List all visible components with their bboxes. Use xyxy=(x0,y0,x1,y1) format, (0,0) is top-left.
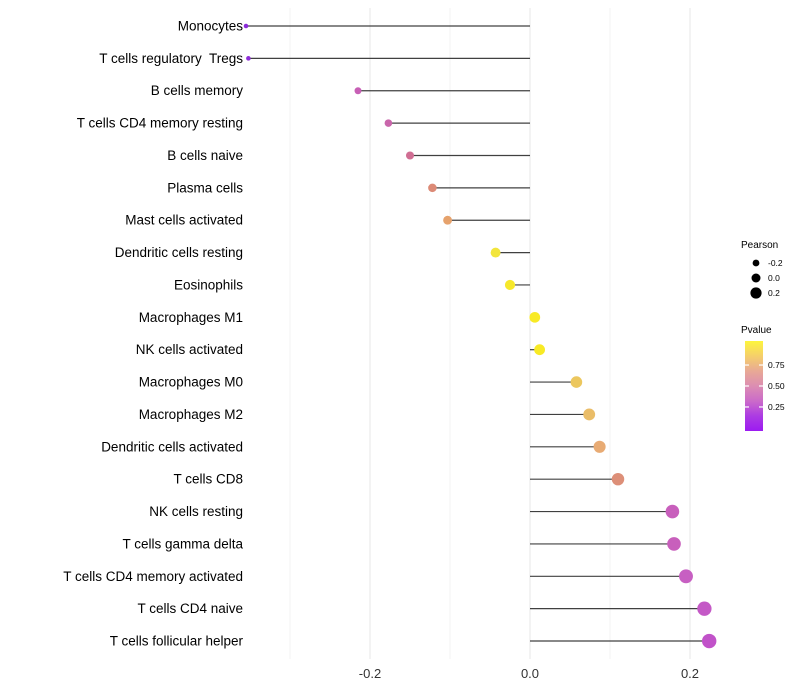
size-legend-dot xyxy=(750,287,762,299)
lollipop-dot xyxy=(384,119,393,127)
size-legend-dot xyxy=(751,273,761,283)
lollipop-dot xyxy=(529,311,541,323)
category-label: T cells gamma delta xyxy=(122,536,243,551)
lollipop-dot xyxy=(667,537,681,551)
category-label: Dendritic cells resting xyxy=(115,245,243,260)
category-label: T cells CD4 memory resting xyxy=(77,116,243,131)
lollipop-dot xyxy=(611,472,625,486)
category-label: Plasma cells xyxy=(167,180,243,195)
category-label: Monocytes xyxy=(178,19,244,34)
lollipop-dot xyxy=(665,504,680,519)
colorbar-tick-label: 0.75 xyxy=(768,360,785,370)
category-label: NK cells activated xyxy=(136,342,243,357)
category-label: T cells regulatory Tregs xyxy=(99,51,243,66)
lollipop-dot xyxy=(701,633,717,649)
pvalue-colorbar xyxy=(745,341,763,431)
category-label: Mast cells activated xyxy=(125,213,243,228)
lollipop-dot xyxy=(504,279,516,291)
lollipop-dot xyxy=(443,215,453,225)
category-label: B cells naive xyxy=(167,148,243,163)
size-legend-label: 0.2 xyxy=(768,288,780,298)
colorbar-tick-label: 0.25 xyxy=(768,402,785,412)
x-axis-tick-label: -0.2 xyxy=(359,666,381,681)
lollipop-dot xyxy=(490,247,501,258)
category-label: Dendritic cells activated xyxy=(101,439,243,454)
lollipop-dot xyxy=(679,569,693,584)
lollipop-dot xyxy=(570,376,583,388)
size-legend-dot xyxy=(752,259,760,267)
category-label: Macrophages M1 xyxy=(139,310,243,325)
size-legend-label: 0.0 xyxy=(768,273,780,283)
color-legend-title: Pvalue xyxy=(741,325,772,336)
lollipop-dot xyxy=(534,344,546,356)
colorbar-tick-label: 0.50 xyxy=(768,381,785,391)
category-label: B cells memory xyxy=(151,83,244,98)
lollipop-dot xyxy=(583,408,596,421)
lollipop-dot xyxy=(405,151,415,160)
category-label: T cells CD4 naive xyxy=(137,601,243,616)
category-label: Eosinophils xyxy=(174,277,243,292)
category-label: T cells follicular helper xyxy=(110,634,244,649)
category-label: Macrophages M2 xyxy=(139,407,243,422)
category-label: Macrophages M0 xyxy=(139,375,243,390)
size-legend-label: -0.2 xyxy=(768,258,783,268)
size-legend-title: Pearson xyxy=(741,240,778,251)
x-axis-tick-label: 0.2 xyxy=(681,666,699,681)
category-label: T cells CD8 xyxy=(173,472,243,487)
lollipop-dot xyxy=(246,56,251,61)
x-axis-tick-label: 0.0 xyxy=(521,666,539,681)
lollipop-dot xyxy=(428,183,437,193)
lollipop-dot xyxy=(243,23,249,29)
category-label: NK cells resting xyxy=(149,504,243,519)
category-label: T cells CD4 memory activated xyxy=(63,569,243,584)
lollipop-dot xyxy=(593,440,606,453)
lollipop-dot xyxy=(697,601,712,616)
lollipop-dot xyxy=(354,87,362,95)
